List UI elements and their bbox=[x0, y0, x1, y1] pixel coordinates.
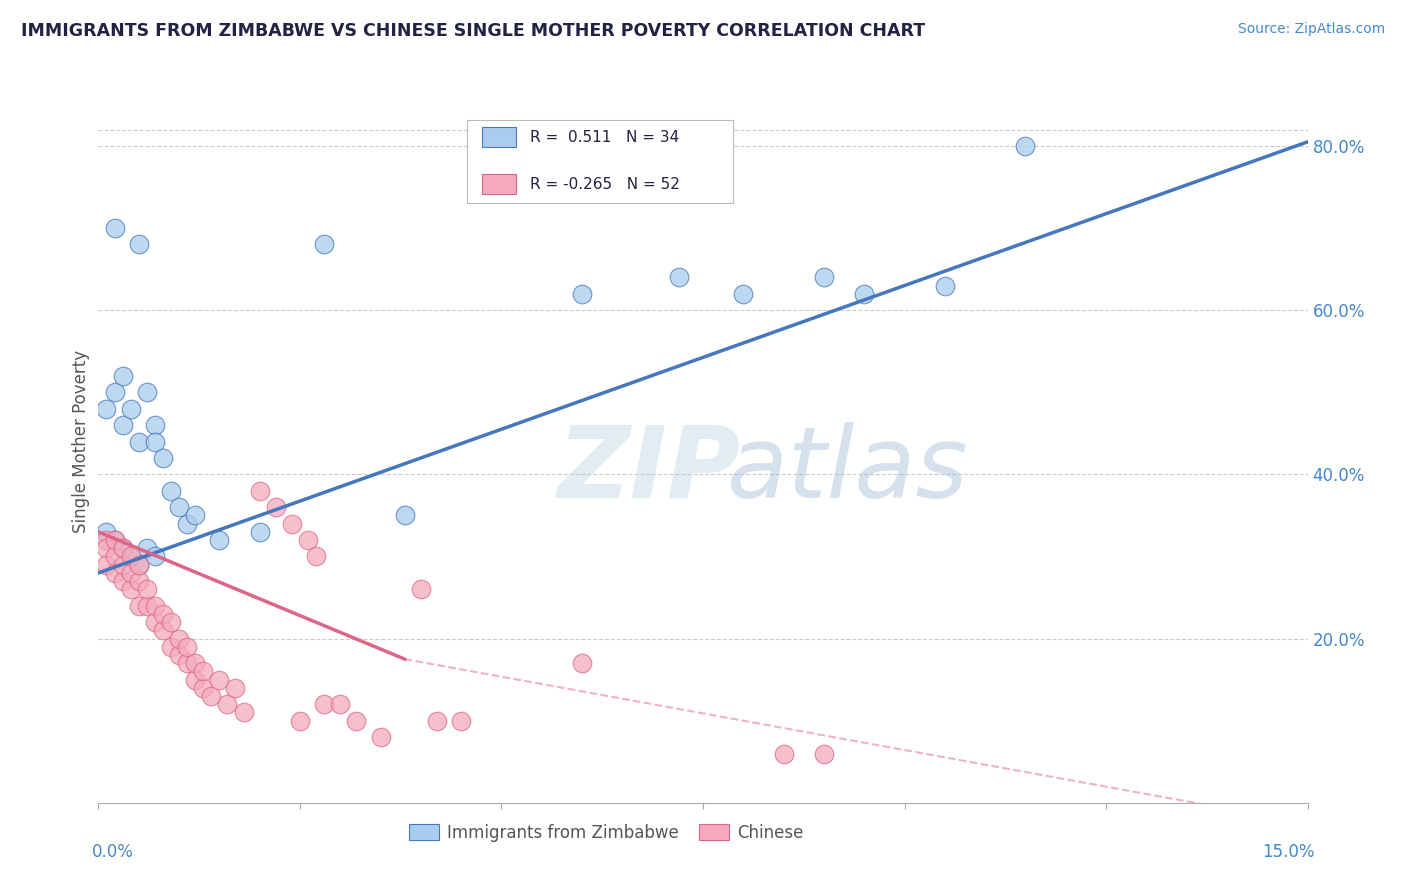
Point bbox=[143, 418, 166, 433]
Text: IMMIGRANTS FROM ZIMBABWE VS CHINESE SINGLE MOTHER POVERTY CORRELATION CHART: IMMIGRANTS FROM ZIMBABWE VS CHINESE SING… bbox=[21, 22, 925, 40]
Point bbox=[208, 673, 231, 687]
Point bbox=[571, 657, 593, 671]
Point bbox=[120, 549, 142, 564]
Point bbox=[152, 624, 174, 638]
Point bbox=[160, 615, 183, 630]
Point bbox=[426, 714, 449, 728]
Text: atlas: atlas bbox=[727, 422, 969, 519]
Text: R =  0.511   N = 34: R = 0.511 N = 34 bbox=[530, 130, 679, 145]
Point bbox=[853, 286, 876, 301]
Point bbox=[167, 500, 190, 515]
Point bbox=[184, 657, 207, 671]
Point bbox=[111, 574, 134, 588]
Text: 15.0%: 15.0% bbox=[1263, 843, 1315, 861]
Point bbox=[249, 483, 271, 498]
Point bbox=[249, 524, 271, 539]
Point bbox=[305, 549, 328, 564]
Point bbox=[394, 508, 416, 523]
Point bbox=[232, 706, 254, 720]
Point bbox=[772, 747, 794, 761]
Point bbox=[450, 714, 472, 728]
Point bbox=[176, 657, 198, 671]
Point bbox=[668, 270, 690, 285]
Point bbox=[344, 714, 367, 728]
Point bbox=[152, 450, 174, 465]
Point bbox=[176, 640, 198, 654]
Point bbox=[184, 673, 207, 687]
Point bbox=[103, 549, 125, 564]
Point bbox=[297, 533, 319, 547]
Point bbox=[96, 558, 118, 572]
Point bbox=[103, 221, 125, 235]
Point bbox=[96, 401, 118, 416]
Text: R = -0.265   N = 52: R = -0.265 N = 52 bbox=[530, 177, 681, 192]
Point bbox=[217, 698, 239, 712]
Point bbox=[120, 549, 142, 564]
Y-axis label: Single Mother Poverty: Single Mother Poverty bbox=[72, 350, 90, 533]
Point bbox=[111, 541, 134, 556]
FancyBboxPatch shape bbox=[482, 174, 516, 194]
Point bbox=[329, 698, 352, 712]
Text: ZIP: ZIP bbox=[558, 422, 741, 519]
Point bbox=[120, 582, 142, 597]
Point bbox=[103, 533, 125, 547]
Point bbox=[1014, 139, 1036, 153]
Point bbox=[281, 516, 304, 531]
Point bbox=[128, 558, 150, 572]
Point bbox=[193, 665, 215, 679]
Point bbox=[314, 237, 336, 252]
Point bbox=[167, 648, 190, 662]
Point bbox=[733, 286, 755, 301]
Point bbox=[264, 500, 287, 515]
Point bbox=[111, 541, 134, 556]
Point bbox=[96, 533, 118, 547]
Point bbox=[143, 615, 166, 630]
Point bbox=[111, 368, 134, 383]
Point bbox=[370, 730, 392, 744]
Point bbox=[314, 698, 336, 712]
Text: Source: ZipAtlas.com: Source: ZipAtlas.com bbox=[1237, 22, 1385, 37]
Point bbox=[176, 516, 198, 531]
Point bbox=[813, 270, 835, 285]
Point bbox=[135, 385, 157, 400]
Point bbox=[135, 582, 157, 597]
Point bbox=[288, 714, 311, 728]
Point bbox=[143, 434, 166, 449]
Point bbox=[96, 524, 118, 539]
Point bbox=[934, 278, 956, 293]
Point bbox=[103, 533, 125, 547]
Point bbox=[103, 566, 125, 580]
Point bbox=[135, 599, 157, 613]
FancyBboxPatch shape bbox=[467, 120, 734, 203]
Point bbox=[128, 237, 150, 252]
FancyBboxPatch shape bbox=[482, 128, 516, 147]
Point bbox=[111, 558, 134, 572]
Point bbox=[128, 558, 150, 572]
Legend: Immigrants from Zimbabwe, Chinese: Immigrants from Zimbabwe, Chinese bbox=[402, 817, 810, 848]
Point bbox=[224, 681, 246, 695]
Point bbox=[193, 681, 215, 695]
Point bbox=[120, 401, 142, 416]
Point bbox=[143, 599, 166, 613]
Point bbox=[120, 566, 142, 580]
Point bbox=[160, 640, 183, 654]
Point bbox=[111, 418, 134, 433]
Point bbox=[128, 574, 150, 588]
Point bbox=[200, 689, 222, 703]
Point bbox=[143, 549, 166, 564]
Point bbox=[409, 582, 432, 597]
Point bbox=[813, 747, 835, 761]
Point bbox=[128, 434, 150, 449]
Point bbox=[135, 541, 157, 556]
Point bbox=[103, 385, 125, 400]
Point bbox=[128, 599, 150, 613]
Point bbox=[571, 286, 593, 301]
Point bbox=[160, 483, 183, 498]
Point bbox=[96, 541, 118, 556]
Text: 0.0%: 0.0% bbox=[91, 843, 134, 861]
Point bbox=[184, 508, 207, 523]
Point bbox=[152, 607, 174, 621]
Point bbox=[208, 533, 231, 547]
Point bbox=[167, 632, 190, 646]
